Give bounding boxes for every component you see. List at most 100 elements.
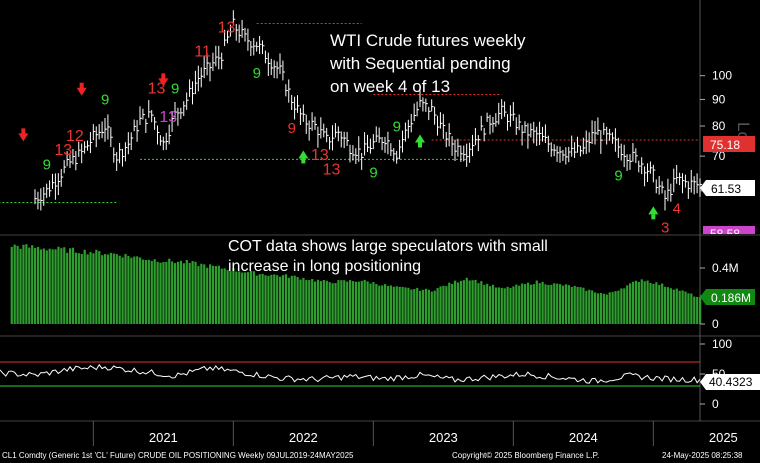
cot-bar: [579, 287, 582, 324]
cot-bar: [404, 287, 407, 324]
cot-bar: [483, 284, 486, 324]
cot-bar: [459, 280, 463, 324]
sell-arrow-stem: [79, 82, 84, 89]
cot-bar: [346, 281, 349, 324]
cot-bar: [217, 265, 220, 324]
cot-bar: [448, 282, 451, 324]
cot-bar: [34, 247, 37, 324]
footer-center: Copyright© 2025 Bloomberg Finance L.P.: [452, 451, 599, 460]
cot-bar: [599, 292, 603, 324]
cot-bar: [611, 292, 614, 324]
cot-bar: [681, 290, 684, 324]
cot-bar: [270, 274, 273, 324]
tag-last-price: 61.53: [700, 180, 755, 196]
cot-bar: [634, 280, 638, 324]
cot-bar: [80, 254, 83, 324]
cot-bar: [512, 286, 515, 324]
cot-bar: [130, 257, 133, 324]
cot-bar: [197, 266, 200, 324]
cot-bar: [506, 286, 509, 324]
footer-left: CL1 Comdty (Generic 1st 'CL' Future) CRU…: [2, 451, 354, 460]
footer-right: 24-May-2025 08:25:38: [662, 451, 743, 460]
cot-bar: [699, 297, 702, 324]
cot-bar: [436, 288, 439, 324]
signal-arrows: [18, 73, 659, 220]
price-y-tick-label: 100: [712, 69, 732, 83]
cot-bar: [54, 249, 57, 324]
cot-bar: [305, 280, 308, 324]
cot-bar: [675, 288, 678, 324]
cot-bar: [626, 285, 629, 324]
tag-magenta-level: 58.58: [703, 226, 755, 234]
cot-bar: [238, 271, 241, 324]
cot-bar: [664, 286, 667, 324]
cot-bar: [235, 271, 238, 324]
sequential-count: 12: [66, 128, 84, 145]
sequential-count: 13: [148, 81, 166, 98]
cot-bar: [176, 261, 180, 324]
cot-bar: [104, 254, 107, 324]
cot-bar: [696, 296, 699, 324]
cot-bar: [308, 280, 311, 324]
cot-bar: [518, 285, 521, 324]
cot-bar: [159, 262, 162, 324]
cot-bar: [249, 271, 253, 324]
cot-bar: [372, 282, 375, 324]
cot-bar: [439, 286, 442, 324]
cot-bar: [48, 248, 51, 324]
cot-bar: [369, 283, 372, 324]
cot-bar: [63, 247, 66, 324]
cot-bar: [646, 280, 649, 324]
cot-bar: [687, 293, 690, 324]
cot-bar: [325, 280, 328, 324]
cot-bar: [637, 281, 640, 324]
cot-bar: [106, 254, 110, 324]
cot-bar: [290, 275, 293, 324]
cot-bar: [456, 282, 460, 324]
cot-bar: [121, 257, 124, 324]
price-y-tick-label: 90: [712, 92, 726, 106]
buy-arrow-stem: [651, 214, 656, 220]
cot-bar: [608, 292, 611, 324]
cot-bar: [547, 284, 550, 324]
cot-bar: [559, 284, 562, 324]
cot-bar: [71, 247, 75, 324]
price-y-tick-label: 80: [712, 119, 726, 133]
cot-bar: [416, 287, 419, 324]
cot-bar: [264, 275, 267, 324]
cot-bar: [252, 271, 255, 324]
cot-bar: [150, 260, 153, 324]
cot-bar: [386, 285, 390, 324]
cot-bar: [77, 253, 80, 324]
cot-bar: [602, 293, 605, 324]
cot-bar: [45, 250, 48, 324]
cot-bar: [153, 259, 156, 324]
cot-bar: [281, 275, 285, 324]
cot-bar: [573, 285, 576, 324]
cot-bar: [133, 256, 136, 324]
cot-bar: [25, 244, 28, 324]
cot-bar: [480, 281, 483, 324]
cot-bar: [384, 284, 387, 324]
cot-bar: [343, 280, 346, 324]
sequential-count: 9: [171, 81, 179, 98]
cot-bar: [640, 279, 643, 324]
sequential-count: 13: [311, 147, 329, 164]
cot-bar: [468, 280, 471, 324]
cot-bar: [684, 291, 687, 324]
cot-bar: [22, 244, 25, 324]
cot-bar: [10, 246, 13, 324]
cot-bar: [489, 286, 492, 324]
cot-bar: [596, 293, 600, 324]
tag-cot-text: 0.186M: [711, 291, 751, 305]
cot-bar: [229, 271, 232, 324]
tag-osc-last: 40.4323: [700, 374, 760, 390]
cot-bar: [526, 282, 530, 324]
cot-bar: [666, 287, 670, 324]
cot-bar: [51, 249, 54, 324]
cot-bar: [471, 280, 474, 324]
cot-bar: [389, 285, 393, 324]
tag-last-price-bg: [700, 180, 755, 196]
cot-y-tick-label: 0.4M: [712, 261, 739, 275]
